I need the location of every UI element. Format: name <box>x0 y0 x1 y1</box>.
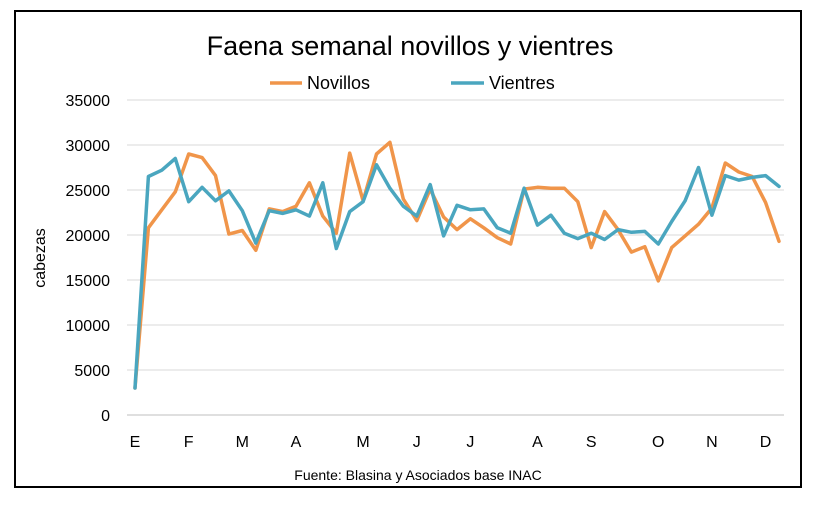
y-tick-label: 35000 <box>66 93 111 110</box>
x-tick-label: E <box>130 434 141 451</box>
y-tick-label: 30000 <box>66 138 111 155</box>
x-tick-label: N <box>706 434 718 451</box>
x-tick-label: J <box>466 434 474 451</box>
y-axis-ticks: 0 5000 10000 15000 20000 25000 30000 35000 <box>66 93 111 425</box>
x-tick-label: M <box>356 434 369 451</box>
series-lines <box>133 140 781 390</box>
series-line-vientres <box>133 156 781 390</box>
y-tick-label: 20000 <box>66 228 111 245</box>
x-tick-label: F <box>184 434 194 451</box>
chart-title: Faena semanal novillos y vientres <box>207 31 614 61</box>
x-tick-label: A <box>291 434 302 451</box>
legend: Novillos Vientres <box>270 73 555 93</box>
x-tick-label: S <box>586 434 597 451</box>
y-tick-label: 15000 <box>66 273 111 290</box>
y-tick-label: 25000 <box>66 183 111 200</box>
source-note: Fuente: Blasina y Asociados base INAC <box>294 467 541 483</box>
y-axis-label: cabezas <box>32 228 49 288</box>
legend-label-novillos: Novillos <box>307 73 370 93</box>
y-tick-label: 10000 <box>66 318 111 335</box>
series-line-novillos <box>133 140 781 390</box>
gridlines <box>127 99 784 416</box>
x-tick-label: M <box>236 434 249 451</box>
x-tick-label: A <box>532 434 543 451</box>
x-tick-label: O <box>652 434 664 451</box>
legend-label-vientres: Vientres <box>489 73 555 93</box>
x-tick-label: D <box>760 434 772 451</box>
x-tick-label: J <box>413 434 421 451</box>
y-tick-label: 5000 <box>74 363 110 380</box>
y-tick-label: 0 <box>101 408 110 425</box>
